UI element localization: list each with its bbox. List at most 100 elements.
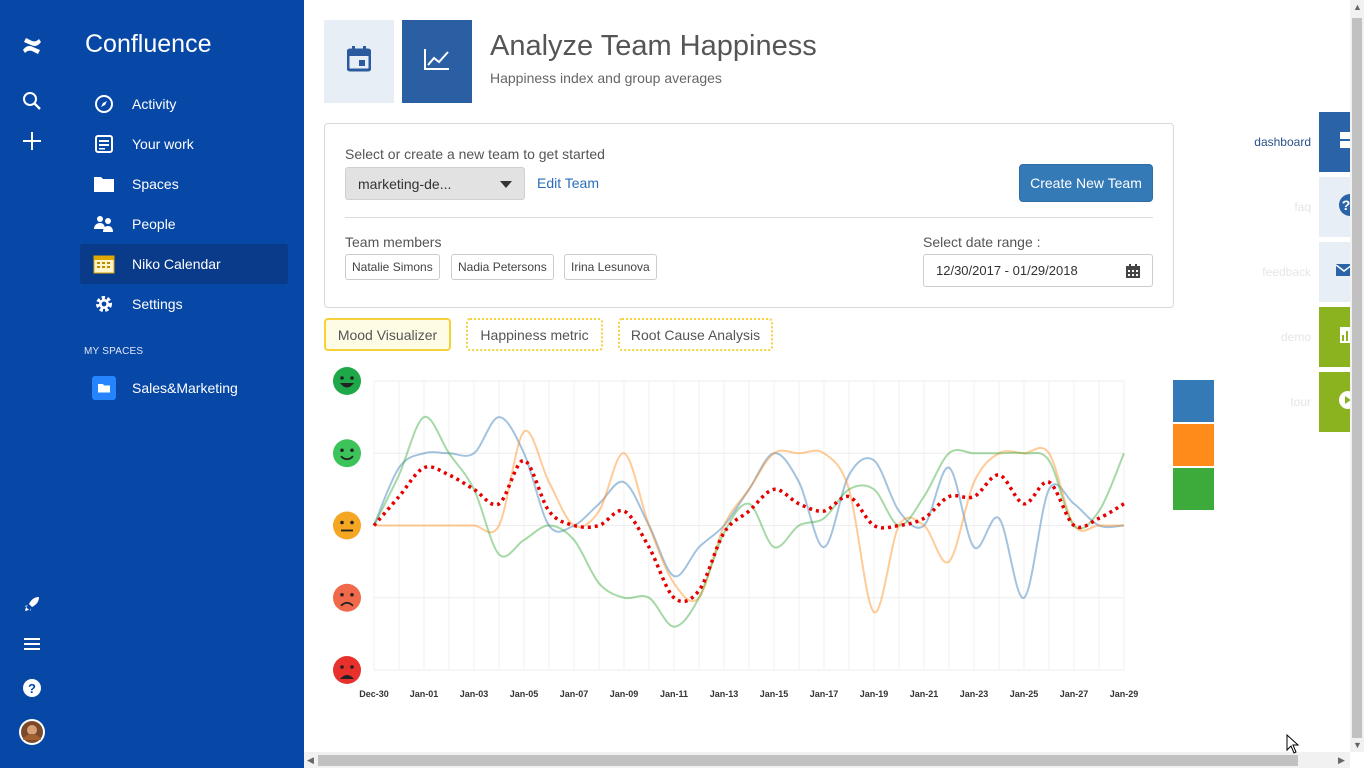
member-chip[interactable]: Irina Lesunova <box>564 254 657 280</box>
tab-root-cause-analysis[interactable]: Root Cause Analysis <box>618 318 773 351</box>
x-tick-label: Jan-27 <box>1060 689 1089 699</box>
widget-label-dashboard[interactable]: dashboard <box>1254 135 1311 149</box>
widget-tour-button[interactable] <box>1319 372 1357 432</box>
team-select[interactable]: marketing-de... <box>345 167 525 200</box>
my-spaces-heading: MY SPACES <box>84 346 144 357</box>
sad-face-icon <box>333 583 361 612</box>
date-range-value: 12/30/2017 - 01/29/2018 <box>936 263 1078 278</box>
page-title: Analyze Team Happiness <box>490 30 817 62</box>
widget-faq-button[interactable]: ? <box>1319 177 1361 237</box>
sidebar-item-your-work[interactable]: Your work <box>80 124 288 164</box>
x-tick-label: Jan-11 <box>660 689 688 699</box>
face-mouth <box>340 601 354 607</box>
x-tick-label: Jan-23 <box>960 689 989 699</box>
space-icon <box>92 376 116 400</box>
select-team-label: Select or create a new team to get start… <box>345 146 605 162</box>
legend-swatch-orange[interactable] <box>1173 424 1214 466</box>
face-eye <box>340 592 344 597</box>
tab-mood-visualizer[interactable]: Mood Visualizer <box>324 318 451 351</box>
date-range-label: Select date range : <box>923 234 1041 250</box>
horizontal-scrollbar-thumb[interactable] <box>318 755 1298 766</box>
x-tick-label: Jan-25 <box>1010 689 1039 699</box>
sidebar-item-activity[interactable]: Activity <box>80 84 288 124</box>
scroll-left-arrow-icon[interactable]: ◀ <box>307 755 314 765</box>
mail-icon <box>1335 256 1353 289</box>
play-icon <box>1336 386 1357 419</box>
widget-label-tour[interactable]: tour <box>1290 395 1311 409</box>
question-icon: ? <box>1334 191 1361 224</box>
people-icon <box>92 212 116 236</box>
neutral-face-icon <box>333 511 361 540</box>
face-eye <box>340 448 344 453</box>
face-eye <box>340 665 344 669</box>
scroll-up-arrow-icon[interactable]: ▲ <box>1353 2 1362 12</box>
calendar-view-button[interactable] <box>324 20 394 103</box>
list-icon <box>92 132 116 156</box>
scroll-right-arrow-icon[interactable]: ▶ <box>1338 755 1345 765</box>
team-select-value: marketing-de... <box>358 175 452 192</box>
team-members-label: Team members <box>345 234 442 250</box>
angry-face-icon <box>333 656 361 684</box>
x-tick-label: Jan-17 <box>810 689 839 699</box>
happy-face-icon <box>333 439 361 468</box>
legend-swatch-blue[interactable] <box>1173 380 1214 422</box>
series-line-average <box>372 458 1125 604</box>
sidebar-item-label: Your work <box>132 136 194 152</box>
menu-icon[interactable] <box>16 628 48 660</box>
x-tick-label: Dec-30 <box>359 689 389 699</box>
widget-demo-button[interactable] <box>1319 307 1352 367</box>
sidebar-item-people[interactable]: People <box>80 204 288 244</box>
date-range-input[interactable]: 12/30/2017 - 01/29/2018 <box>923 254 1153 287</box>
widget-label-demo[interactable]: demo <box>1280 330 1311 344</box>
x-tick-label: Jan-15 <box>760 689 789 699</box>
search-icon[interactable] <box>16 85 48 117</box>
series-line-orange <box>374 429 1124 614</box>
create-plus-icon[interactable] <box>16 125 48 157</box>
mouse-cursor-icon <box>1286 734 1300 754</box>
chevron-down-icon <box>500 181 512 188</box>
edit-team-link[interactable]: Edit Team <box>537 175 599 191</box>
sidebar-item-label: Sales&Marketing <box>132 380 238 396</box>
x-tick-label: Jan-19 <box>860 689 889 699</box>
x-tick-label: Jan-03 <box>460 689 489 699</box>
x-tick-label: Jan-29 <box>1110 689 1139 699</box>
widget-label-feedback[interactable]: feedback <box>1262 265 1311 279</box>
face-eye <box>340 376 344 380</box>
line-chart-icon <box>423 47 451 76</box>
create-new-team-button[interactable]: Create New Team <box>1019 164 1153 202</box>
vertical-scrollbar-thumb[interactable] <box>1352 18 1362 738</box>
help-icon[interactable]: ? <box>16 672 48 704</box>
very-happy-face-icon <box>333 367 361 395</box>
avatar[interactable] <box>16 716 48 748</box>
confluence-logo-icon[interactable] <box>16 30 48 62</box>
sidebar-item-spaces[interactable]: Spaces <box>80 164 288 204</box>
widget-label-faq[interactable]: faq <box>1294 200 1311 214</box>
calendar-icon[interactable] <box>1126 264 1140 281</box>
app-name[interactable]: Confluence <box>85 30 212 58</box>
member-chip[interactable]: Natalie Simons <box>345 254 440 280</box>
scroll-down-arrow-icon[interactable]: ▼ <box>1353 740 1362 750</box>
sidebar-item-label: Spaces <box>132 176 179 192</box>
rocket-icon[interactable] <box>16 588 48 620</box>
main-content: Analyze Team Happiness Happiness index a… <box>304 0 1350 752</box>
legend-swatch-green[interactable] <box>1173 468 1214 510</box>
analytics-view-button[interactable] <box>402 20 472 103</box>
global-rail: ? <box>0 0 64 768</box>
divider <box>345 217 1153 218</box>
face-eye <box>350 376 354 380</box>
x-tick-label: Jan-07 <box>560 689 589 699</box>
widget-dashboard-button[interactable] <box>1319 112 1350 172</box>
series-line-blue <box>373 416 1125 599</box>
x-tick-label: Jan-01 <box>410 689 439 699</box>
sidebar-item-sales-marketing[interactable]: Sales&Marketing <box>80 368 288 408</box>
compass-icon <box>92 92 116 116</box>
sidebar-item-niko-calendar[interactable]: Niko Calendar <box>80 244 288 284</box>
tab-happiness-metric[interactable]: Happiness metric <box>466 318 603 351</box>
x-tick-label: Jan-13 <box>710 689 739 699</box>
widget-feedback-button[interactable] <box>1319 242 1353 302</box>
svg-text:?: ? <box>28 681 36 696</box>
face-mouth <box>340 675 354 679</box>
sidebar-item-settings[interactable]: Settings <box>80 284 288 324</box>
member-chip[interactable]: Nadia Petersons <box>451 254 554 280</box>
dashboard-icon <box>1338 126 1350 159</box>
